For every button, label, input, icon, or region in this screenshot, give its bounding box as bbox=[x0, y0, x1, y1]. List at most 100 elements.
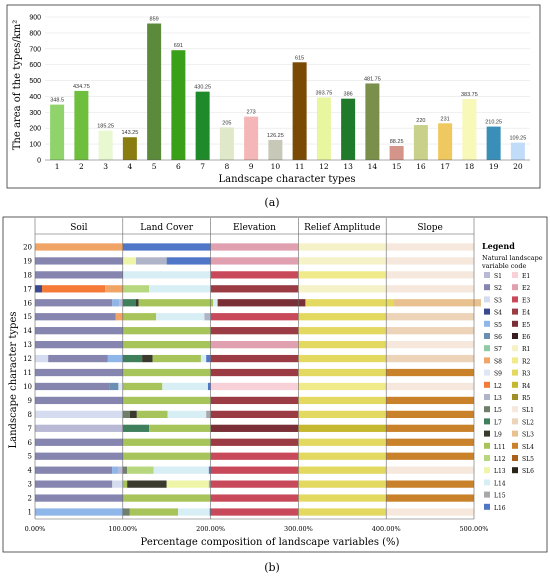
y-tick-label: 5 bbox=[28, 453, 32, 461]
stack-segment bbox=[122, 410, 130, 419]
stack-segment bbox=[305, 299, 394, 307]
bar bbox=[438, 123, 453, 160]
bar-value-label: 205 bbox=[222, 120, 231, 126]
stack-segment bbox=[35, 466, 113, 474]
legend-label: S5 bbox=[494, 322, 502, 329]
stack-segment bbox=[217, 299, 306, 307]
bar-value-label: 859 bbox=[150, 17, 159, 23]
y-tick-label: 11 bbox=[23, 369, 32, 377]
y-tick-label: 100 bbox=[29, 142, 41, 149]
legend-label: SL1 bbox=[522, 407, 534, 414]
legend-label: R1 bbox=[522, 346, 530, 353]
stack-segment bbox=[386, 368, 474, 377]
stack-segment bbox=[129, 508, 179, 516]
stack-segment bbox=[210, 396, 299, 405]
bar-value-label: 481.75 bbox=[364, 76, 381, 82]
stack-segment bbox=[210, 327, 299, 335]
stack-segment bbox=[386, 494, 474, 502]
stack-segment bbox=[210, 257, 299, 265]
bar-value-label: 348.5 bbox=[50, 98, 64, 104]
group-header: Relief Amplitude bbox=[304, 223, 380, 233]
y-tick-label: 900 bbox=[29, 15, 41, 22]
bar-value-label: 430.25 bbox=[194, 85, 211, 91]
x-tick-label: 8 bbox=[224, 162, 229, 171]
stack-segment bbox=[122, 354, 143, 363]
stack-segment bbox=[112, 466, 119, 474]
legend-label: SL4 bbox=[522, 444, 534, 451]
stack-segment bbox=[122, 466, 128, 474]
bar-value-label: 691 bbox=[174, 43, 183, 49]
legend-swatch bbox=[512, 455, 518, 461]
x-tick-label: 12 bbox=[319, 162, 329, 171]
stack-segment bbox=[35, 410, 123, 419]
stack-segment bbox=[210, 424, 299, 432]
stack-segment bbox=[206, 354, 211, 363]
legend-swatch bbox=[484, 430, 490, 437]
bar-value-label: 210.25 bbox=[485, 120, 502, 126]
stack-segment bbox=[210, 285, 299, 293]
stack-segment bbox=[298, 396, 387, 405]
bar bbox=[50, 104, 65, 160]
x-tick-label: 100.00% bbox=[108, 525, 137, 533]
stack-segment bbox=[135, 257, 167, 265]
group-header: Elevation bbox=[233, 223, 276, 233]
stack-segment bbox=[35, 438, 123, 446]
panel-b-label: (b) bbox=[264, 561, 280, 574]
y-tick-label: 2 bbox=[28, 495, 32, 503]
stack-segment bbox=[210, 438, 299, 446]
legend-swatch bbox=[512, 394, 518, 400]
legend-label: E4 bbox=[522, 310, 530, 317]
legend-label: SL6 bbox=[522, 468, 534, 475]
legend-swatch bbox=[484, 272, 490, 278]
stack-segment bbox=[122, 368, 211, 377]
stack-segment bbox=[35, 340, 123, 349]
stack-segment bbox=[298, 466, 387, 474]
legend-label: SL3 bbox=[522, 432, 534, 439]
stack-segment bbox=[209, 508, 211, 516]
y-tick-label: 500 bbox=[29, 78, 41, 85]
stack-segment bbox=[210, 480, 299, 488]
stack-segment bbox=[35, 480, 113, 488]
legend-label: R4 bbox=[522, 383, 531, 390]
legend-swatch bbox=[512, 430, 518, 437]
legend-label: S3 bbox=[494, 297, 502, 304]
x-tick-label: 7 bbox=[200, 162, 205, 171]
x-tick-label: 4 bbox=[127, 162, 132, 171]
bar bbox=[219, 127, 234, 160]
legend-label: R5 bbox=[522, 395, 531, 402]
legend-swatch bbox=[484, 455, 490, 461]
x-tick-label: 10 bbox=[271, 162, 281, 171]
y-tick-label: 6 bbox=[28, 439, 33, 447]
stack-segment bbox=[118, 382, 123, 391]
stack-segment bbox=[298, 313, 387, 321]
stack-segment bbox=[122, 313, 157, 321]
legend-swatch bbox=[484, 357, 490, 364]
stack-segment bbox=[142, 354, 153, 363]
bar bbox=[122, 137, 137, 160]
legend-subtitle: variable code bbox=[481, 262, 526, 270]
x-tick-label: 5 bbox=[152, 162, 157, 171]
legend-swatch bbox=[512, 369, 518, 376]
stack-segment bbox=[162, 382, 208, 391]
legend-swatch bbox=[484, 284, 490, 291]
x-tick-label: 1 bbox=[55, 162, 60, 171]
y-tick-label: 19 bbox=[23, 257, 32, 265]
stack-segment bbox=[107, 354, 123, 363]
y-tick-label: 12 bbox=[23, 355, 32, 363]
stack-segment bbox=[115, 313, 123, 321]
stack-segment bbox=[138, 299, 214, 307]
stack-segment bbox=[35, 271, 123, 279]
bar-value-label: 126.25 bbox=[267, 133, 284, 139]
x-tick-label: 16 bbox=[416, 162, 426, 171]
y-tick-label: 700 bbox=[29, 46, 41, 53]
bar bbox=[268, 139, 283, 160]
stack-segment bbox=[386, 424, 474, 432]
stack-segment bbox=[298, 257, 387, 265]
stack-segment bbox=[206, 410, 211, 419]
stack-segment bbox=[210, 313, 299, 321]
legend-label: S9 bbox=[494, 371, 502, 378]
group-header: Soil bbox=[70, 223, 87, 233]
legend-label: SL5 bbox=[522, 456, 534, 463]
stack-segment bbox=[149, 285, 211, 293]
legend-label: R3 bbox=[522, 371, 531, 378]
